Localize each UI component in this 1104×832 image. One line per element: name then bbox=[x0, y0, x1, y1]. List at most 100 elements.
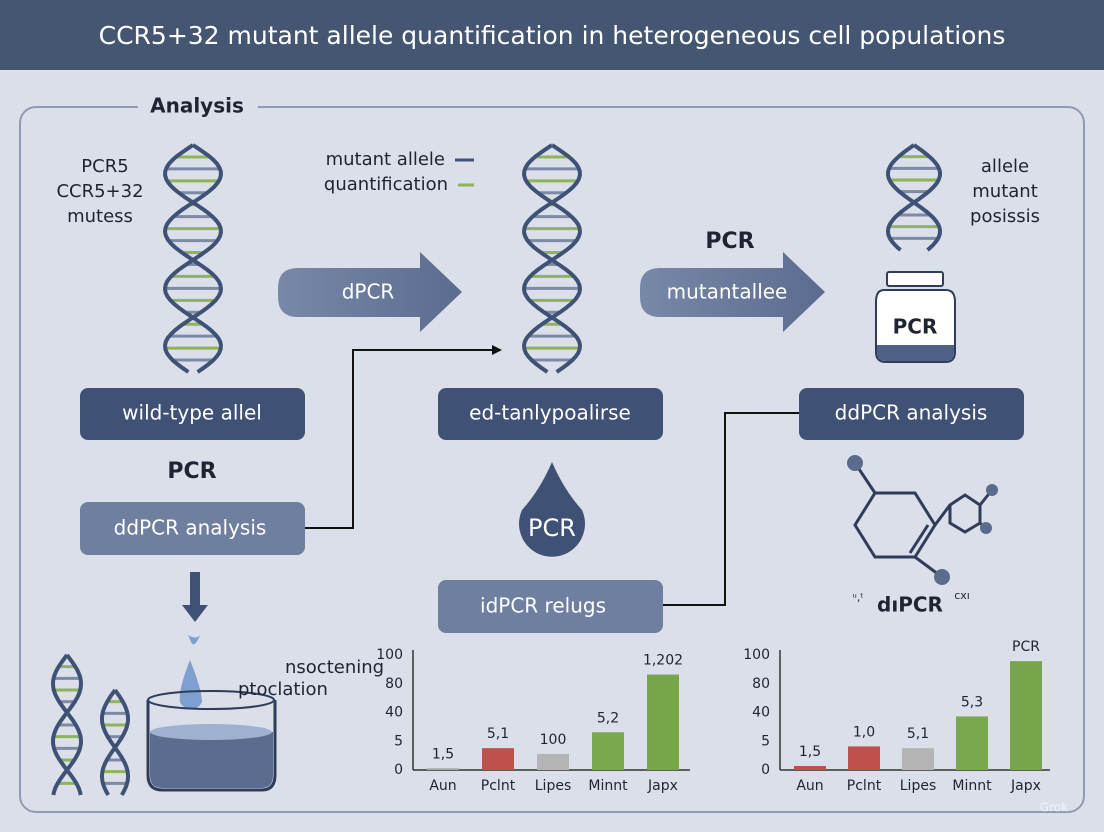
molecule-label: dıPCR bbox=[877, 593, 943, 617]
note-line: posissis bbox=[970, 206, 1040, 227]
y-tick-label: 100 bbox=[743, 647, 770, 663]
helix-strand bbox=[521, 143, 583, 374]
beaker bbox=[146, 700, 277, 792]
block-arrow bbox=[278, 252, 462, 332]
panel-title-gap bbox=[138, 96, 258, 118]
atom bbox=[986, 484, 998, 496]
legend-label: mutant allele bbox=[326, 149, 445, 170]
bar-annotation: 5,3 bbox=[961, 694, 983, 710]
note-line: CCR5+32 bbox=[56, 181, 143, 202]
molecule-mark: cxı bbox=[954, 589, 970, 602]
bar-annotation: 5,1 bbox=[907, 726, 929, 742]
panel bbox=[19, 106, 1085, 813]
beaker-liquid bbox=[150, 732, 273, 788]
bottle-label: PCR bbox=[893, 315, 938, 339]
helix-strand bbox=[886, 143, 943, 252]
x-tick-label: Lipes bbox=[900, 778, 936, 794]
button-label: ddPCR analysis bbox=[114, 516, 267, 540]
x-tick-label: Japx bbox=[1010, 778, 1041, 794]
bar-annotation: 1,5 bbox=[432, 746, 454, 762]
button bbox=[80, 502, 305, 555]
note-line: allele bbox=[981, 156, 1029, 177]
atom bbox=[934, 569, 950, 585]
connector bbox=[305, 349, 492, 529]
y-tick-label: 5 bbox=[761, 733, 770, 749]
header-title: CCR5+32 mutant allele quantification in … bbox=[99, 21, 1006, 50]
arrow-label: dPCR bbox=[342, 280, 395, 304]
y-tick-label: 80 bbox=[385, 676, 403, 692]
box-label: ddPCR analysis bbox=[835, 401, 988, 425]
liquid-surface bbox=[150, 724, 272, 740]
helix-strand bbox=[885, 143, 942, 252]
bar bbox=[902, 748, 934, 770]
bar bbox=[592, 732, 624, 770]
x-tick-label: Japx bbox=[647, 778, 678, 794]
drip bbox=[188, 635, 200, 645]
helix-strand bbox=[100, 688, 130, 797]
bottle-fill bbox=[877, 345, 954, 361]
molecule-mark: ᵘ,ᵗ bbox=[852, 591, 863, 604]
bar bbox=[794, 765, 826, 770]
box-label: wild-type allel bbox=[122, 401, 262, 425]
bar-annotation: 5,1 bbox=[487, 726, 509, 742]
x-tick-label: Aun bbox=[429, 778, 456, 794]
y-tick-label: 80 bbox=[752, 676, 770, 692]
box bbox=[799, 388, 1024, 440]
bar bbox=[537, 753, 569, 770]
bar bbox=[1010, 661, 1042, 770]
drop-label: PCR bbox=[528, 514, 576, 542]
bar bbox=[427, 768, 459, 770]
block-arrow bbox=[640, 252, 825, 332]
bar bbox=[647, 674, 679, 770]
molecule bbox=[853, 462, 994, 579]
x-tick-label: Pclnt bbox=[847, 778, 882, 794]
bar-annotation: 1,5 bbox=[799, 744, 821, 760]
bar bbox=[848, 746, 880, 770]
note-line: ptoclation bbox=[238, 679, 328, 700]
box bbox=[80, 388, 305, 440]
bar bbox=[956, 716, 988, 770]
bar-annotation: 5,2 bbox=[597, 710, 619, 726]
helix-strand bbox=[50, 653, 84, 796]
y-tick-label: 100 bbox=[376, 647, 403, 663]
bottle-cap bbox=[886, 271, 944, 287]
note-line: PCR5 bbox=[81, 156, 128, 177]
x-tick-label: Minnt bbox=[952, 778, 992, 794]
box-label: ed-tanlypoalirse bbox=[469, 401, 631, 425]
y-tick-label: 40 bbox=[385, 705, 403, 721]
button bbox=[438, 580, 663, 633]
y-tick-label: 5 bbox=[394, 733, 403, 749]
bar-annotation: PCR bbox=[1012, 639, 1040, 655]
box bbox=[438, 388, 663, 440]
x-tick-label: Aun bbox=[796, 778, 823, 794]
helix-strand bbox=[162, 143, 224, 374]
watermark: Grok bbox=[1040, 801, 1068, 815]
helix-strand bbox=[50, 653, 84, 796]
heading: PCR bbox=[705, 229, 754, 254]
beaker-rim bbox=[147, 690, 275, 710]
down-arrow bbox=[182, 572, 208, 622]
note-line: mutess bbox=[67, 206, 133, 227]
bar-annotation: 1,202 bbox=[643, 653, 683, 669]
atom bbox=[847, 455, 863, 471]
atom bbox=[980, 522, 992, 534]
bar-annotation: 1,0 bbox=[853, 724, 875, 740]
header-band bbox=[0, 0, 1104, 70]
y-tick-label: 40 bbox=[752, 705, 770, 721]
drop bbox=[179, 660, 202, 710]
button-label: idPCR relugs bbox=[480, 594, 606, 618]
connector-head bbox=[492, 345, 502, 355]
bar-annotation: 100 bbox=[540, 732, 567, 748]
connector bbox=[663, 412, 799, 606]
note-line: nsoctening bbox=[285, 657, 384, 678]
helix-strand bbox=[100, 688, 130, 797]
x-tick-label: Minnt bbox=[588, 778, 628, 794]
x-tick-label: Pclnt bbox=[481, 778, 516, 794]
drop bbox=[519, 462, 585, 557]
arrow-label: mutantallee bbox=[667, 280, 788, 304]
note-line: mutant bbox=[972, 181, 1038, 202]
helix-strand bbox=[521, 143, 583, 374]
helix-strand bbox=[162, 143, 224, 374]
panel-title: Analysis bbox=[150, 94, 244, 118]
